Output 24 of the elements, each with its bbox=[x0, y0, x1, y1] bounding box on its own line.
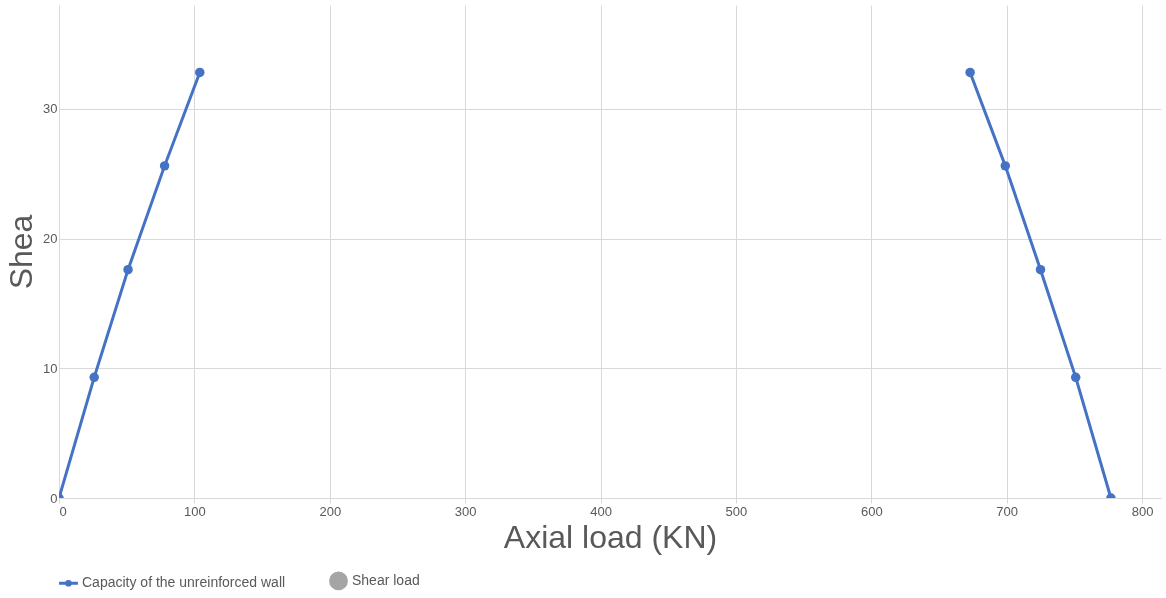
point bbox=[123, 264, 133, 275]
x-tick-label: 500 bbox=[725, 503, 748, 519]
x-tick-label: 200 bbox=[319, 503, 342, 519]
x-axis-title: Axial load (KN) bbox=[503, 518, 718, 555]
x-tick-label: 800 bbox=[1131, 503, 1154, 519]
point bbox=[195, 67, 205, 78]
point bbox=[1035, 264, 1046, 275]
x-tick-label: 400 bbox=[590, 503, 612, 519]
point bbox=[89, 372, 99, 383]
point bbox=[1000, 161, 1011, 171]
legend-label: Capacity of the unreinforced wall bbox=[82, 574, 286, 591]
y-axis-title: Shea bbox=[3, 214, 40, 290]
y-tick-label: 0 bbox=[50, 490, 58, 506]
point bbox=[1070, 372, 1081, 383]
point bbox=[159, 161, 170, 171]
x-tick-label: 300 bbox=[454, 503, 477, 519]
point bbox=[965, 67, 975, 78]
x-tick-label: 100 bbox=[184, 503, 206, 519]
x-tick-label: 700 bbox=[996, 503, 1019, 519]
legend-label: Shear load bbox=[352, 571, 420, 588]
y-tick-label: 20 bbox=[43, 231, 58, 247]
y-tick-label: 10 bbox=[43, 360, 58, 376]
y-tick-label: 30 bbox=[43, 101, 58, 117]
x-tick-label: 600 bbox=[860, 503, 883, 519]
